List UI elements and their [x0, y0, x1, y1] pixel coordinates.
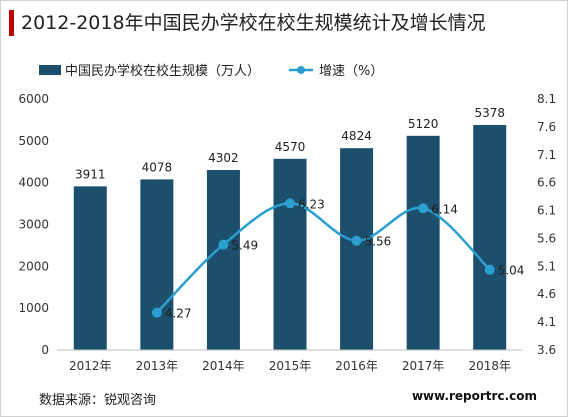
- legend-line-label: 增速（%）: [319, 64, 383, 79]
- website-label: www.reportrc.com: [411, 389, 537, 403]
- bar-value-label: 4078: [142, 160, 173, 174]
- bar: [473, 125, 507, 351]
- right-axis-tick-label: 3.6: [537, 343, 556, 357]
- title-accent-bar: [9, 10, 14, 36]
- bar: [140, 179, 174, 350]
- left-axis-tick-label: 1000: [18, 301, 49, 315]
- chart-title: 2012-2018年中国民办学校在校生规模统计及增长情况: [21, 12, 486, 34]
- growth-point: [285, 198, 295, 209]
- source-note: 数据来源：锐观咨询: [39, 393, 157, 408]
- left-axis-tick-label: 6000: [18, 92, 49, 106]
- bar: [406, 135, 440, 350]
- legend: 中国民办学校在校生规模（万人） 增速（%）: [39, 63, 383, 79]
- left-axis: 0 1000 2000 3000 4000 5000 6000: [18, 92, 49, 357]
- bar-data-labels: 3911 4078 4302 4570 4824 5120 5378: [75, 106, 505, 181]
- growth-point: [351, 235, 362, 246]
- x-axis-tick-label: 2016年: [335, 359, 378, 373]
- left-axis-tick-label: 0: [41, 343, 49, 357]
- growth-line: [155, 202, 491, 314]
- bar-value-label: 5120: [408, 117, 439, 131]
- right-axis-tick-label: 5.6: [537, 231, 556, 245]
- legend-bar-label: 中国民办学校在校生规模（万人）: [65, 63, 260, 79]
- right-axis-tick-label: 5.1: [537, 259, 556, 273]
- bar-value-label: 4824: [341, 129, 372, 143]
- right-axis-tick-label: 7.1: [537, 148, 556, 162]
- left-axis-tick-label: 5000: [18, 134, 49, 148]
- growth-value-label: 5.04: [498, 264, 525, 278]
- bar-value-label: 5378: [474, 106, 505, 120]
- right-axis-tick-label: 4.6: [537, 287, 556, 301]
- bar-value-label: 3911: [75, 167, 106, 181]
- legend-bar-swatch: [39, 65, 61, 75]
- right-axis-tick-label: 7.6: [537, 120, 556, 134]
- x-axis-tick-label: 2012年: [69, 359, 112, 373]
- growth-value-label: 6.23: [298, 197, 325, 211]
- left-axis-tick-label: 3000: [18, 218, 49, 232]
- bar-value-label: 4302: [208, 151, 239, 165]
- growth-point: [418, 203, 429, 214]
- bar-value-label: 4570: [275, 140, 306, 154]
- right-axis-tick-label: 8.1: [537, 92, 556, 106]
- right-axis-tick-label: 4.1: [537, 315, 556, 329]
- bar: [273, 158, 307, 350]
- x-axis-tick-label: 2013年: [136, 359, 179, 373]
- growth-value-label: 6.14: [431, 202, 458, 216]
- bar: [340, 148, 374, 350]
- right-axis-tick-label: 6.1: [537, 204, 556, 218]
- x-axis-tick-label: 2017年: [402, 359, 445, 373]
- legend-line-marker: [297, 66, 305, 74]
- bar: [206, 170, 240, 350]
- x-axis: 2012年 2013年 2014年 2015年 2016年 2017年 2018年: [69, 359, 511, 373]
- growth-value-label: 5.56: [365, 235, 392, 249]
- growth-point: [218, 239, 229, 250]
- growth-points: [151, 198, 495, 318]
- growth-value-label: 5.49: [231, 239, 258, 253]
- right-axis-tick-label: 6.6: [537, 176, 556, 190]
- x-axis-tick-label: 2014年: [202, 359, 245, 373]
- left-axis-tick-label: 2000: [18, 259, 49, 273]
- bar: [73, 186, 107, 350]
- growth-data-labels: 4.27 5.49 6.23 5.56 6.14 5.04: [165, 197, 525, 320]
- growth-value-label: 4.27: [165, 307, 192, 321]
- x-axis-tick-label: 2018年: [468, 359, 511, 373]
- growth-point: [484, 264, 495, 275]
- growth-point: [151, 307, 162, 318]
- bar-series: [73, 125, 507, 351]
- right-axis: 3.6 4.1 4.6 5.1 5.6 6.1 6.6 7.1 7.6 8.1: [537, 92, 556, 357]
- left-axis-tick-label: 4000: [18, 176, 49, 190]
- x-axis-tick-label: 2015年: [269, 359, 312, 373]
